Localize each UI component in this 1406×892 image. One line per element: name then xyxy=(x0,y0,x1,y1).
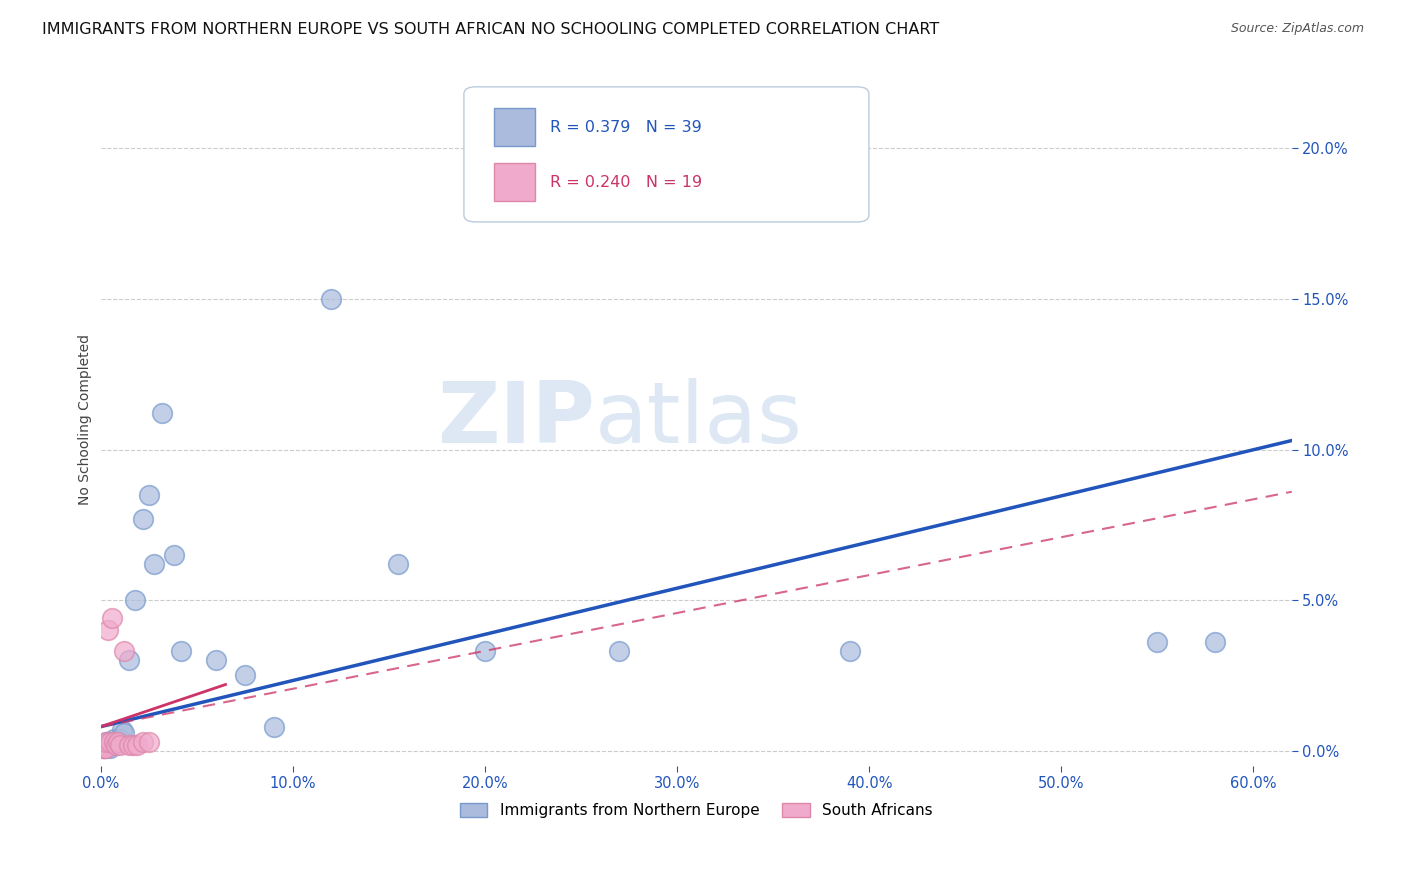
Point xyxy=(118,738,141,752)
Point xyxy=(96,735,118,749)
FancyBboxPatch shape xyxy=(494,163,536,202)
Text: R = 0.240   N = 19: R = 0.240 N = 19 xyxy=(550,175,702,190)
Point xyxy=(122,738,145,752)
Legend: Immigrants from Northern Europe, South Africans: Immigrants from Northern Europe, South A… xyxy=(454,797,939,824)
Point xyxy=(103,735,125,749)
Point xyxy=(387,557,409,571)
Point xyxy=(138,735,160,749)
Point xyxy=(138,488,160,502)
Point xyxy=(150,406,173,420)
FancyBboxPatch shape xyxy=(464,87,869,222)
Point xyxy=(98,735,121,749)
Point xyxy=(101,735,124,749)
Point xyxy=(97,624,120,638)
Point xyxy=(101,611,124,625)
Point xyxy=(91,738,114,752)
Text: Source: ZipAtlas.com: Source: ZipAtlas.com xyxy=(1230,22,1364,36)
Text: IMMIGRANTS FROM NORTHERN EUROPE VS SOUTH AFRICAN NO SCHOOLING COMPLETED CORRELAT: IMMIGRANTS FROM NORTHERN EUROPE VS SOUTH… xyxy=(42,22,939,37)
Point xyxy=(838,644,860,658)
Text: ZIP: ZIP xyxy=(437,378,595,461)
Point xyxy=(162,548,184,562)
Point xyxy=(205,653,228,667)
Point xyxy=(91,738,114,752)
Point xyxy=(127,738,149,752)
Point xyxy=(132,735,155,749)
Point xyxy=(91,740,114,755)
Point xyxy=(112,725,135,739)
Text: atlas: atlas xyxy=(595,378,803,461)
Point xyxy=(233,668,256,682)
Point xyxy=(96,740,118,755)
Point xyxy=(98,735,121,749)
Point xyxy=(96,735,118,749)
Point xyxy=(98,740,121,755)
Point xyxy=(108,738,131,752)
Point xyxy=(101,738,124,752)
Point xyxy=(321,292,343,306)
Point xyxy=(1146,635,1168,649)
Point xyxy=(118,653,141,667)
Point xyxy=(93,740,115,755)
Point xyxy=(93,738,115,752)
Point xyxy=(96,740,118,755)
Point xyxy=(107,735,129,749)
Y-axis label: No Schooling Completed: No Schooling Completed xyxy=(79,334,93,505)
Point xyxy=(97,738,120,752)
Point xyxy=(96,738,118,752)
Point xyxy=(93,740,115,755)
FancyBboxPatch shape xyxy=(494,108,536,145)
Point xyxy=(124,593,146,607)
Point xyxy=(263,720,285,734)
Point xyxy=(103,735,125,749)
Point xyxy=(91,740,114,755)
Point xyxy=(93,738,115,752)
Point xyxy=(98,738,121,752)
Point xyxy=(132,512,155,526)
Point xyxy=(1204,635,1226,649)
Point xyxy=(170,644,193,658)
Point xyxy=(112,644,135,658)
Point xyxy=(111,723,134,737)
Point xyxy=(474,644,496,658)
Point xyxy=(103,731,125,746)
Point xyxy=(143,557,166,571)
Point xyxy=(104,735,127,749)
Point xyxy=(607,644,630,658)
Point xyxy=(97,735,120,749)
Point xyxy=(107,735,129,749)
Point xyxy=(108,731,131,746)
Text: R = 0.379   N = 39: R = 0.379 N = 39 xyxy=(550,120,702,135)
Point xyxy=(104,738,127,752)
